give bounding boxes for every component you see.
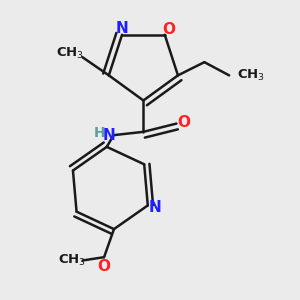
Text: CH$_3$: CH$_3$ bbox=[58, 253, 86, 268]
Text: CH$_3$: CH$_3$ bbox=[56, 46, 84, 61]
Text: O: O bbox=[98, 259, 111, 274]
Text: N: N bbox=[116, 21, 128, 36]
Text: H: H bbox=[94, 127, 106, 140]
Text: CH$_3$: CH$_3$ bbox=[237, 68, 266, 83]
Text: N: N bbox=[102, 128, 115, 142]
Text: N: N bbox=[149, 200, 161, 214]
Text: O: O bbox=[177, 116, 190, 130]
Text: O: O bbox=[162, 22, 175, 37]
